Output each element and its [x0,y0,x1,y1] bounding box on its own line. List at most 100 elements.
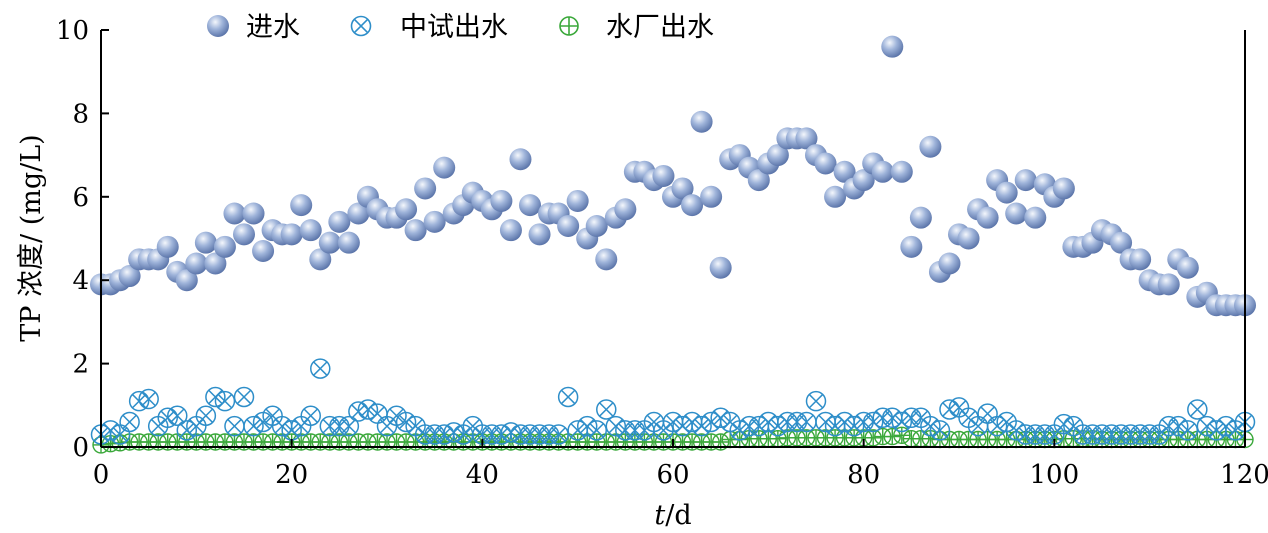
x-axis-label-var: t [654,500,665,531]
series-1 [90,358,1256,445]
plant-effluent-point [864,429,882,447]
pilot-effluent-point [1187,399,1208,420]
plant-effluent-point [883,427,901,446]
legend-marker-influent [207,15,229,37]
pilot-effluent-point [805,390,827,412]
pilot-effluent-point [929,420,951,441]
pilot-effluent-point [224,415,245,437]
pilot-effluent-point [233,386,255,408]
y-tick-label: 10 [56,16,89,46]
x-axis-label-unit: /d [665,500,691,531]
pilot-effluent-point [119,411,140,433]
influent-point [824,185,847,208]
influent-point [566,189,589,212]
influent-point [700,185,723,208]
influent-point [347,202,370,225]
pilot-effluent-point [586,420,607,441]
influent-point [290,194,313,217]
influent-point [509,148,532,171]
influent-point [1110,231,1133,254]
influent-point [1014,169,1037,192]
pilot-effluent-point [767,415,789,437]
pilot-effluent-point [729,420,750,441]
influent-point [395,198,418,221]
influent-point [557,214,580,237]
influent-point [213,235,236,258]
pilot-effluent-point [338,415,360,437]
influent-point [156,235,179,258]
influent-point [185,252,208,275]
influent-point [1157,273,1180,296]
influent-point [1005,202,1028,225]
pilot-effluent-point [843,415,865,437]
influent-point [519,194,541,217]
influent-point [414,177,437,200]
influent-point [242,202,265,225]
influent-point [747,169,770,192]
influent-point [976,206,999,229]
influent-point [299,219,322,242]
pilot-effluent-point [300,405,321,426]
influent-point [938,252,961,275]
pilot-effluent-point [596,399,617,420]
x-axis-label: t/d [654,500,691,531]
pilot-effluent-point [167,405,188,426]
influent-point [1052,177,1075,200]
pilot-effluent-point [958,407,979,429]
influent-point [499,219,522,242]
influent-point [652,164,675,187]
y-tick-label: 4 [72,266,89,296]
axis-ticks: 0 20 40 60 80 100 120 0 2 4 6 8 10 [56,16,1268,490]
legend-marker-pilot-effluent [350,15,372,37]
influent-point [1024,206,1047,229]
plot-area [90,35,1256,454]
influent-point [1176,256,1199,279]
influent-point [318,231,341,254]
influent-point [252,240,275,263]
influent-point [223,202,246,225]
x-tick-label: 80 [847,460,880,490]
pilot-effluent-point [1177,420,1199,441]
influent-point [709,256,732,279]
influent-point [280,223,303,246]
x-tick-label: 100 [1030,460,1080,490]
pilot-effluent-point [977,403,998,424]
x-tick-label: 0 [93,460,110,490]
influent-point [175,269,198,292]
influent-point [833,160,856,183]
influent-point [337,231,360,254]
plant-effluent-point [893,426,911,445]
y-tick-label: 6 [72,183,89,213]
influent-point [585,214,608,237]
x-tick-label: 20 [275,460,308,490]
y-axis-label: TP 浓度/ (mg/L) [16,134,47,341]
influent-point [766,144,789,167]
pilot-effluent-point [310,358,331,379]
influent-point [957,227,980,250]
influent-point [433,156,456,179]
influent-point [795,127,818,150]
x-tick-label: 40 [466,460,499,490]
influent-point [919,135,942,158]
y-tick-label: 8 [72,99,89,129]
x-tick-label: 120 [1220,460,1268,490]
influent-point [328,210,351,233]
influent-point [614,198,637,221]
series-0 [90,35,1256,317]
legend-marker-plant-effluent [559,16,579,36]
pilot-effluent-point [548,424,569,445]
influent-point [900,235,923,258]
influent-point [528,223,551,246]
pilot-effluent-point [195,405,217,426]
influent-point [118,265,141,288]
influent-point [404,219,427,242]
influent-point [890,160,913,183]
influent-point [871,160,894,183]
pilot-effluent-point [1005,420,1027,441]
pilot-effluent-point [557,386,579,408]
influent-point [814,152,837,175]
legend: 进水 中试出水 水厂出水 [207,12,714,43]
legend-item-influent: 进水 [207,12,300,43]
legend-label-influent: 进水 [246,12,300,43]
